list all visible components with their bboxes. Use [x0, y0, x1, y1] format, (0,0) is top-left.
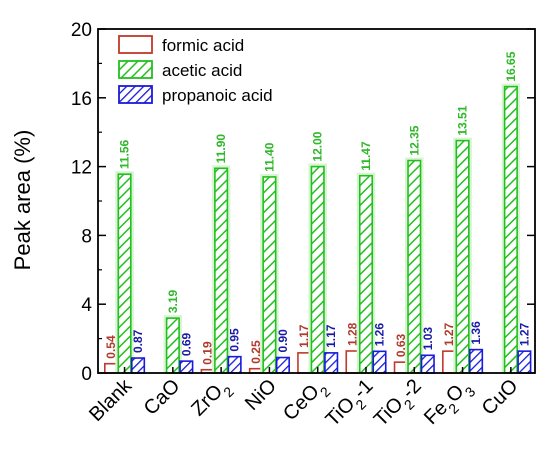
bar-propanoic-acid — [517, 350, 532, 374]
bar-propanoic-acid — [227, 355, 242, 374]
legend: formic acid acetic acid propanoic acid — [118, 35, 273, 105]
category-label: NiO — [241, 375, 281, 415]
data-label: 1.27 — [442, 322, 456, 346]
y-tick-label: 0 — [81, 364, 92, 385]
bar-acetic-acid — [117, 173, 132, 374]
y-axis-title: Peak area (%) — [10, 130, 35, 271]
y-tick-label: 4 — [81, 295, 92, 316]
bar-propanoic-acid — [275, 356, 290, 374]
bar-propanoic-acid — [324, 352, 339, 374]
data-label: 1.17 — [297, 324, 311, 348]
bar-acetic-acid — [407, 159, 422, 374]
plot-frame — [97, 28, 536, 374]
data-label: 11.47 — [359, 141, 373, 171]
bar-propanoic-acid — [179, 360, 194, 374]
legend-label: formic acid — [162, 36, 244, 55]
data-label: 1.26 — [372, 323, 386, 347]
category-label: CuO — [478, 375, 523, 420]
bar-acetic-acid — [503, 85, 518, 374]
category-label: Fe2O3 — [420, 375, 478, 433]
category-label: TiO2-1 — [322, 375, 382, 435]
data-label: 0.63 — [394, 333, 408, 357]
data-label: 1.17 — [324, 324, 338, 348]
y-tick-label: 12 — [71, 158, 92, 179]
data-label: 12.35 — [407, 125, 421, 155]
category-label: Blank — [85, 374, 137, 426]
data-label: 0.19 — [201, 341, 215, 365]
data-label: 13.51 — [456, 105, 470, 135]
data-label: 11.56 — [118, 139, 132, 169]
category-label: CeO2 — [279, 375, 334, 430]
data-label: 3.19 — [166, 289, 180, 313]
bar-acetic-acid — [455, 139, 470, 374]
category-label: TiO2-2 — [370, 375, 430, 435]
bar-propanoic-acid — [372, 350, 387, 374]
data-label: 16.65 — [504, 51, 518, 81]
data-label: 1.28 — [345, 322, 359, 346]
legend-swatch — [118, 60, 153, 79]
data-label: 1.27 — [517, 322, 531, 346]
bar-acetic-acid — [358, 174, 374, 374]
y-tick-label: 8 — [81, 226, 92, 247]
data-label: 0.87 — [131, 329, 145, 353]
legend-label: acetic acid — [162, 61, 242, 80]
plot-area: 0 4 8 12 16 20 0.54 11.56 0.87 Blank 3.19 0.69 CaO 0.… — [71, 20, 536, 435]
bar-acetic-acid — [214, 167, 229, 374]
bar-propanoic-acid — [420, 354, 435, 374]
data-label: 11.40 — [262, 142, 276, 172]
legend-swatch — [118, 35, 153, 54]
data-label: 0.25 — [249, 340, 263, 364]
bar-acetic-acid — [165, 317, 180, 374]
bar-propanoic-acid — [131, 357, 146, 374]
bar-propanoic-acid — [469, 348, 484, 374]
data-label: 1.36 — [469, 321, 483, 345]
data-label: 0.54 — [104, 335, 118, 359]
bar-acetic-acid — [310, 165, 325, 374]
data-label: 0.69 — [179, 332, 193, 356]
legend-swatch — [118, 85, 153, 104]
bar-acetic-acid — [262, 176, 277, 374]
legend-label: propanoic acid — [162, 86, 273, 105]
data-label: 0.95 — [228, 328, 242, 352]
category-label: CaO — [140, 375, 185, 420]
data-label: 12.00 — [311, 131, 325, 161]
data-label: 11.90 — [214, 134, 228, 164]
y-tick-label: 20 — [71, 20, 92, 41]
data-label: 1.03 — [421, 327, 435, 351]
category-label: ZrO2 — [187, 375, 237, 425]
data-label: 0.90 — [276, 329, 290, 353]
y-tick-label: 16 — [71, 89, 92, 110]
